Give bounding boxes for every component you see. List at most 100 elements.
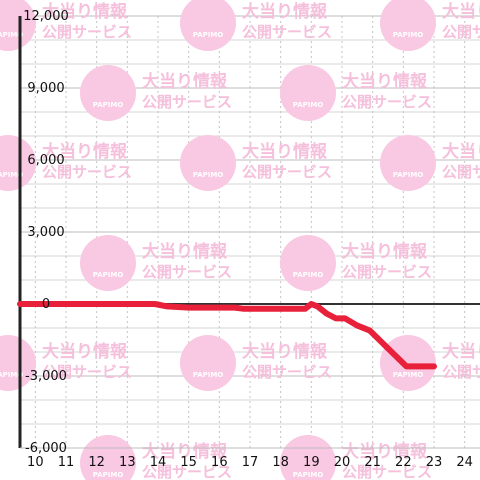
watermark-logo-icon	[280, 65, 336, 121]
x-tick-label: 21	[364, 455, 381, 470]
y-tick-labels: -6,000 -3,000 0 3,000 6,000 9,000 12,000	[23, 9, 69, 456]
x-tick-label: 17	[242, 455, 259, 470]
watermark-logo-text: PAPIMO	[93, 101, 124, 109]
x-tick-label: 20	[334, 455, 351, 470]
watermark-line2: 公開サービス	[242, 363, 332, 381]
watermark-line1: 大当り情報	[342, 71, 428, 92]
watermark-line1: 大当り情報	[142, 71, 228, 92]
y-tick-label: 9,000	[27, 81, 64, 96]
watermark-logo-text: PAPIMO	[393, 371, 424, 379]
watermark-logo-text: PAPIMO	[0, 171, 23, 179]
watermark-line1: 大当り情報	[242, 341, 328, 362]
watermark-logo-text: PAPIMO	[393, 31, 424, 39]
watermark-line1: 大当り情報	[242, 141, 328, 162]
watermark-logo-icon	[0, 335, 36, 391]
watermark-line2: 公開サービス	[442, 363, 480, 381]
watermark-logo-text: PAPIMO	[93, 271, 124, 279]
x-tick-label: 12	[88, 455, 105, 470]
x-tick-label: 13	[119, 455, 136, 470]
x-tick-label: 10	[27, 455, 44, 470]
watermark-logo-text: PAPIMO	[293, 101, 324, 109]
watermark-line1: 大当り情報	[442, 341, 480, 362]
x-tick-label: 23	[426, 455, 443, 470]
watermark-line2: 公開サービス	[142, 263, 232, 281]
watermark-line1: 大当り情報	[342, 441, 428, 462]
series-line	[17, 301, 437, 370]
x-tick-label: 19	[303, 455, 320, 470]
y-tick-label: 3,000	[27, 225, 64, 240]
watermark-logo-icon	[380, 335, 436, 391]
watermark-logo-icon	[180, 335, 236, 391]
watermark-line1: 大当り情報	[42, 141, 128, 162]
watermark-line2: 公開サービス	[342, 263, 432, 281]
x-tick-label: 15	[180, 455, 197, 470]
watermark-line2: 公開サービス	[442, 163, 480, 181]
watermark-line1: 大当り情報	[442, 1, 480, 22]
watermark-line2: 公開サービス	[242, 163, 332, 181]
watermark-logo-icon	[0, 0, 36, 51]
watermark-logo-icon	[0, 135, 36, 191]
watermark-line2: 公開サービス	[42, 163, 132, 181]
watermark-line2: 公開サービス	[142, 93, 232, 111]
y-tick-label: -6,000	[25, 441, 67, 456]
watermark-logo-text: PAPIMO	[193, 371, 224, 379]
watermark-line2: 公開サービス	[42, 363, 132, 381]
y-tick-label: 6,000	[27, 153, 64, 168]
watermark-line1: 大当り情報	[242, 1, 328, 22]
watermark-logo-text: PAPIMO	[0, 31, 23, 39]
watermark-logo-text: PAPIMO	[93, 471, 124, 479]
x-tick-label: 22	[395, 455, 412, 470]
watermark-logo-text: PAPIMO	[293, 271, 324, 279]
watermark-logo-text: PAPIMO	[193, 31, 224, 39]
watermark-line1: 大当り情報	[42, 1, 128, 22]
watermark-logo-text: PAPIMO	[293, 471, 324, 479]
watermark-line1: 大当り情報	[342, 241, 428, 262]
watermark-line1: 大当り情報	[142, 441, 228, 462]
watermark-line1: 大当り情報	[442, 141, 480, 162]
watermark-logo-icon	[380, 0, 436, 51]
watermark-logo-text: PAPIMO	[393, 171, 424, 179]
watermark-line2: 公開サービス	[342, 93, 432, 111]
watermark-logo-icon	[80, 435, 136, 480]
watermark-line1: 大当り情報	[142, 241, 228, 262]
x-tick-label: 18	[272, 455, 289, 470]
watermark-line2: 公開サービス	[42, 23, 132, 41]
watermark-logo-icon	[280, 435, 336, 480]
watermark-line2: 公開サービス	[342, 463, 432, 480]
watermark-logo-icon	[180, 135, 236, 191]
x-tick-labels: 10 11 12 13 14 15 16 17 18 19 20 21 22 23 24	[27, 455, 473, 470]
watermark-logo-icon	[80, 235, 136, 291]
watermark-line1: 大当り情報	[42, 341, 128, 362]
x-tick-label: 24	[456, 455, 473, 470]
watermark-logo-icon	[280, 235, 336, 291]
y-tick-label: 12,000	[23, 9, 69, 24]
x-tick-label: 11	[58, 455, 75, 470]
y-tick-label: -3,000	[25, 369, 67, 384]
watermark-logo-icon	[180, 0, 236, 51]
y-tick-label: 0	[42, 297, 50, 312]
watermark-logo-text: PAPIMO	[0, 371, 23, 379]
series-layer	[17, 301, 437, 370]
watermark-logo-icon	[380, 135, 436, 191]
x-tick-label: 14	[150, 455, 167, 470]
watermark-logo-icon	[80, 65, 136, 121]
watermark-line2: 公開サービス	[142, 463, 232, 480]
watermark-line2: 公開サービス	[242, 23, 332, 41]
